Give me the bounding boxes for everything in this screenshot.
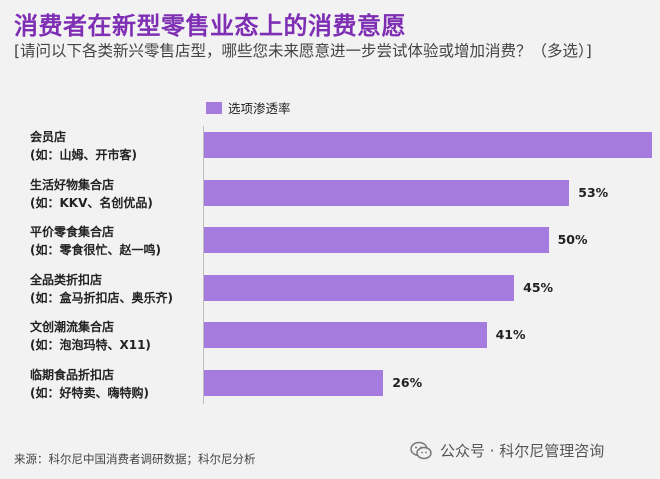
wechat-logo-icon xyxy=(410,441,432,459)
category-name: 生活好物集合店 xyxy=(30,177,115,192)
bar xyxy=(204,132,652,158)
bar xyxy=(204,227,549,253)
data-label: 41% xyxy=(495,327,526,342)
data-label: 50% xyxy=(557,232,588,247)
category-examples: (如：KKV、名创优品) xyxy=(30,195,153,210)
category-examples: (如：山姆、开市客) xyxy=(30,148,137,162)
category-name: 文创潮流集合店 xyxy=(30,320,115,334)
category-name: 平价零食集合店 xyxy=(30,225,115,239)
bar xyxy=(204,274,515,301)
watermark-text: 公众号 · 科尔尼管理咨询 xyxy=(440,442,605,460)
chart-legend: 选项渗透率 xyxy=(206,98,291,117)
data-label: 26% xyxy=(392,374,423,390)
category-label: 生活好物集合店 (如：KKV、名创优品) xyxy=(30,176,200,212)
category-examples: (如：盒马折扣店、奥乐齐) xyxy=(30,290,173,305)
bar xyxy=(204,322,487,348)
category-label: 会员店 (如：山姆、开市客) xyxy=(30,128,200,164)
category-label: 临期食品折扣店 (如：好特卖、嗨特购) xyxy=(30,366,200,402)
category-examples: (如：好特卖、嗨特购) xyxy=(30,385,149,400)
legend-label: 选项渗透率 xyxy=(228,101,291,116)
wechat-watermark: 公众号 · 科尔尼管理咨询 xyxy=(410,440,604,461)
data-label: 45% xyxy=(523,279,554,295)
chart-title: 消费者在新型零售业态上的消费意愿 xyxy=(14,12,406,40)
category-axis-line xyxy=(203,126,204,404)
category-label: 文创潮流集合店 (如：泡泡玛特、X11) xyxy=(30,318,200,354)
category-label: 平价零食集合店 (如：零食很忙、赵一鸣) xyxy=(30,223,200,259)
legend-swatch xyxy=(206,101,222,114)
category-label: 全品类折扣店 (如：盒马折扣店、奥乐齐) xyxy=(30,271,200,307)
bar xyxy=(204,179,570,206)
bar xyxy=(204,369,384,396)
category-name: 会员店 xyxy=(30,130,67,144)
category-examples: (如：泡泡玛特、X11) xyxy=(30,338,151,352)
data-label: 53% xyxy=(578,184,609,200)
category-examples: (如：零食很忙、赵一鸣) xyxy=(30,243,161,257)
source-note: 来源：科尔尼中国消费者调研数据；科尔尼分析 xyxy=(14,452,256,466)
category-name: 临期食品折扣店 xyxy=(30,367,115,382)
survey-question: [请问以下各类新兴零售店型，哪些您未来愿意进一步尝试体验或增加消费？（多选）] xyxy=(14,42,592,60)
category-name: 全品类折扣店 xyxy=(30,272,103,287)
